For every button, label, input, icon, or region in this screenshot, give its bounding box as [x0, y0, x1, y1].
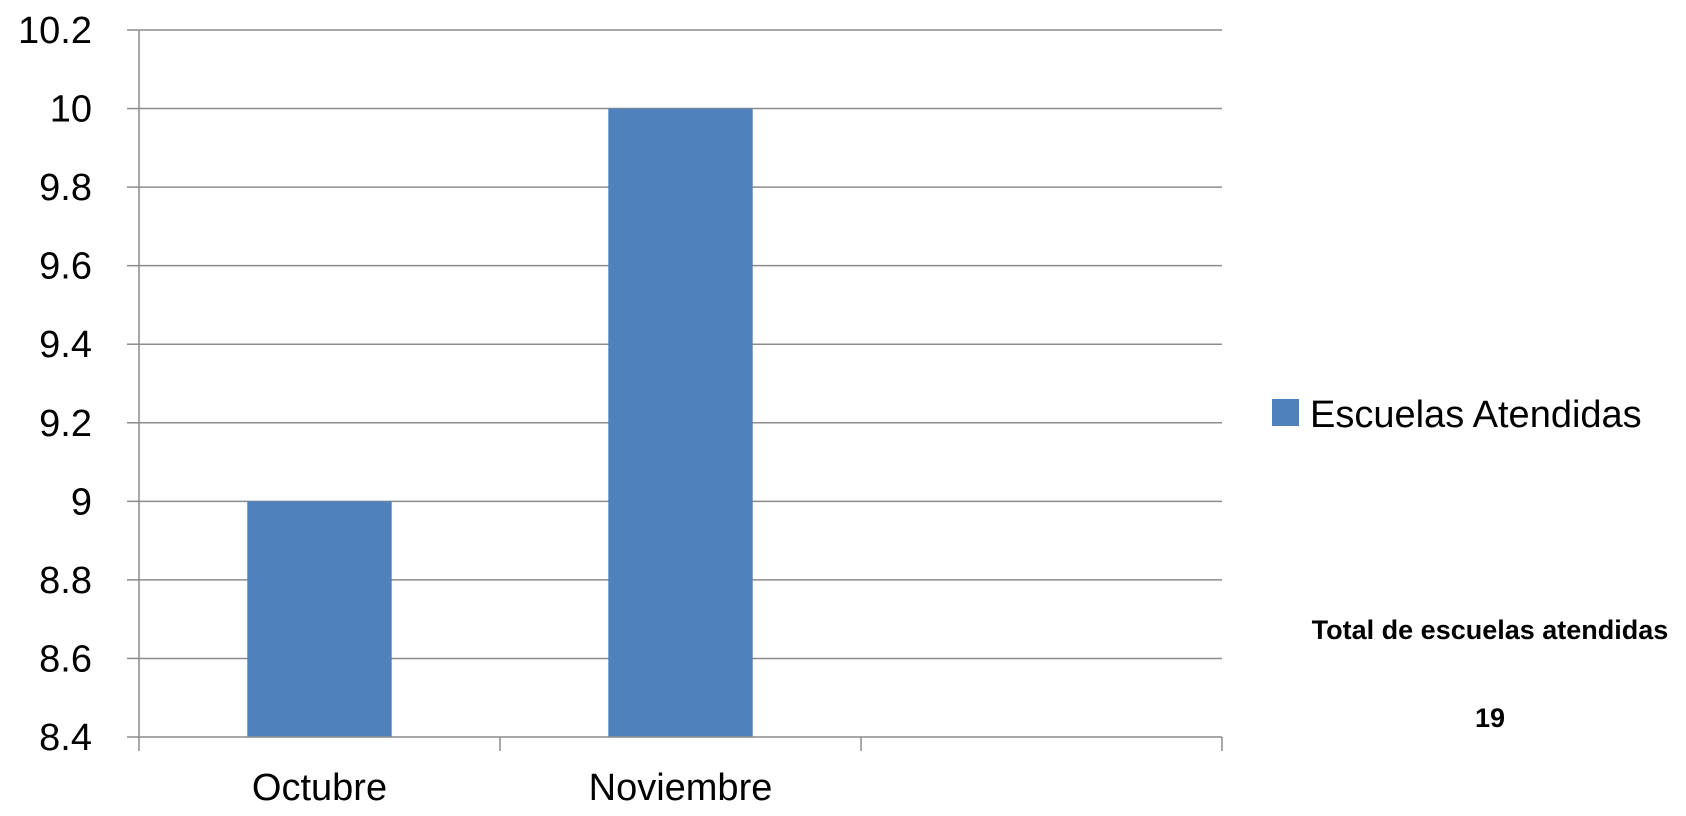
y-tick-label: 9.8 — [39, 167, 92, 209]
y-tick-label: 10.2 — [18, 10, 92, 52]
x-tick-label: Noviembre — [589, 767, 773, 809]
y-axis-tick-labels: 8.4 8.6 8.8 9 9.2 9.4 9.6 9.8 10 10.2 — [18, 10, 92, 759]
legend-swatch — [1272, 399, 1299, 426]
summary-label: Total de escuelas atendidas — [1311, 615, 1669, 645]
summary-box: Total de escuelas atendidas 19 — [1310, 608, 1670, 740]
x-tick-label: Octubre — [252, 767, 387, 809]
y-tick-label: 10 — [50, 89, 92, 131]
y-tick-label: 8.4 — [39, 717, 92, 759]
bar-octubre — [247, 501, 392, 737]
legend-label: Escuelas Atendidas — [1310, 394, 1642, 436]
y-tick-label: 8.6 — [39, 638, 92, 680]
y-tick-label: 9.4 — [39, 324, 92, 366]
summary-value: 19 — [1474, 703, 1506, 733]
y-tick-label: 9.6 — [39, 246, 92, 288]
y-tick-label: 8.8 — [39, 560, 92, 602]
bars — [247, 108, 753, 738]
x-axis-tick-labels: Octubre Noviembre — [252, 767, 772, 809]
y-tick-label: 9 — [71, 481, 92, 523]
bar-noviembre — [608, 108, 753, 738]
axes — [138, 30, 1223, 751]
y-tick-label: 9.2 — [39, 403, 92, 445]
legend: Escuelas Atendidas — [1272, 394, 1642, 436]
